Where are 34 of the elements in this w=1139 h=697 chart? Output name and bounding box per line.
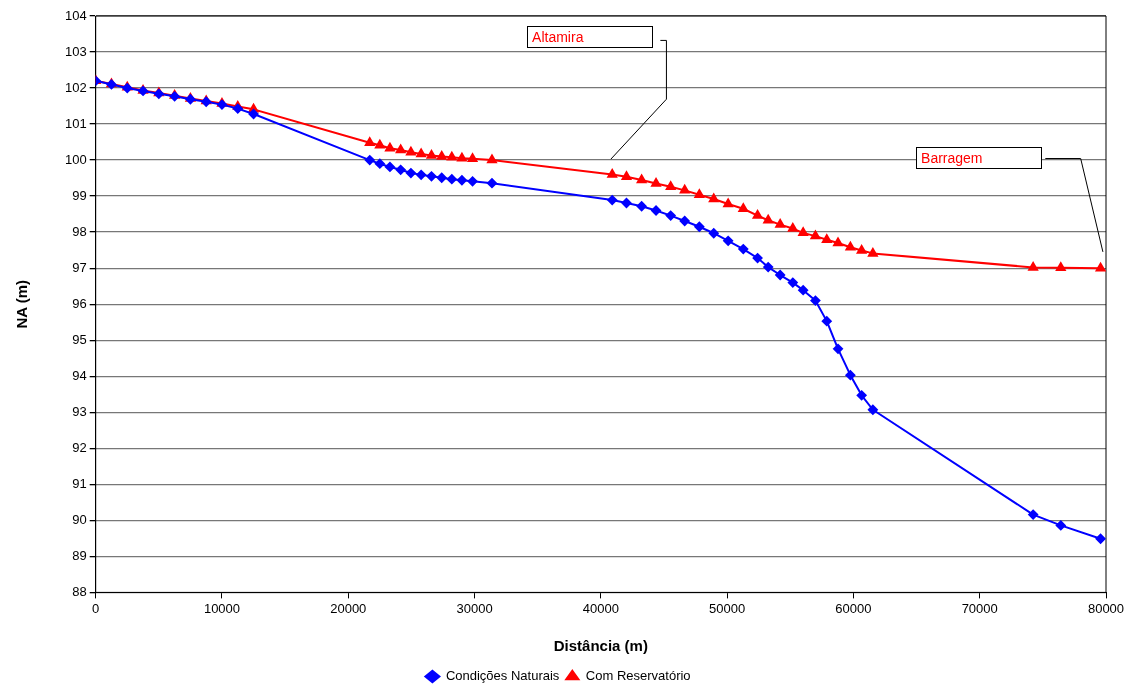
y-tick-label: 101	[64, 115, 87, 131]
y-tick-label: 103	[64, 43, 87, 59]
x-tick-label: 80000	[1087, 600, 1125, 616]
callout-box: Barragem	[916, 147, 1104, 254]
x-tick-label: 30000	[456, 600, 493, 616]
x-tick-label: 20000	[330, 600, 367, 616]
y-tick-label: 88	[72, 583, 87, 599]
y-tick-label: 97	[72, 259, 87, 275]
y-tick-label: 104	[64, 7, 87, 23]
y-axis-title: NA (m)	[13, 279, 31, 329]
y-tick-label: 90	[72, 511, 87, 527]
x-tick-label: 0	[92, 600, 100, 616]
x-tick-label: 40000	[582, 600, 619, 616]
y-tick-label: 94	[72, 367, 87, 383]
y-tick-label: 100	[64, 151, 87, 167]
x-tick-label: 70000	[961, 600, 998, 616]
y-tick-label: 96	[72, 295, 87, 311]
legend-label: Com Reservatório	[585, 668, 691, 684]
callout-box: Altamira	[527, 26, 668, 161]
y-tick-label: 98	[72, 223, 87, 239]
annotation: Altamira	[527, 26, 654, 49]
y-tick-label: 93	[72, 403, 87, 419]
legend-label: Condições Naturais	[445, 668, 560, 684]
y-tick-label: 89	[72, 547, 87, 563]
x-tick-label: 10000	[203, 600, 241, 616]
y-tick-label: 91	[72, 475, 87, 491]
x-tick-label: 50000	[709, 600, 746, 616]
annotation: Barragem	[916, 147, 1043, 170]
y-tick-label: 102	[64, 79, 87, 95]
y-tick-label: 99	[72, 187, 87, 203]
y-tick-label: 92	[72, 439, 87, 455]
x-axis-title: Distância (m)	[553, 637, 648, 655]
y-tick-label: 95	[72, 331, 87, 347]
x-tick-label: 60000	[835, 600, 872, 616]
